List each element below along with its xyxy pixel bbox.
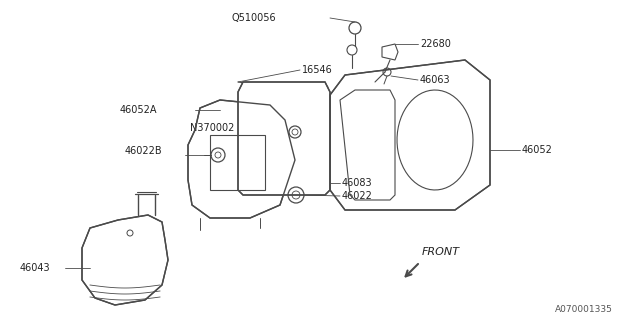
Text: 46063: 46063: [420, 75, 451, 85]
Polygon shape: [188, 100, 295, 218]
Text: 46052: 46052: [522, 145, 553, 155]
Text: 22680: 22680: [420, 39, 451, 49]
Text: FRONT: FRONT: [422, 247, 460, 257]
Polygon shape: [238, 82, 330, 195]
Text: 46022: 46022: [342, 191, 373, 201]
Text: 16546: 16546: [302, 65, 333, 75]
Text: 46043: 46043: [20, 263, 51, 273]
Text: N370002: N370002: [190, 123, 234, 133]
Text: 46052A: 46052A: [120, 105, 157, 115]
Text: Q510056: Q510056: [232, 13, 276, 23]
Polygon shape: [330, 60, 490, 210]
Text: 46022B: 46022B: [125, 146, 163, 156]
Polygon shape: [82, 215, 168, 305]
Text: A070001335: A070001335: [555, 306, 613, 315]
Text: 46083: 46083: [342, 178, 372, 188]
